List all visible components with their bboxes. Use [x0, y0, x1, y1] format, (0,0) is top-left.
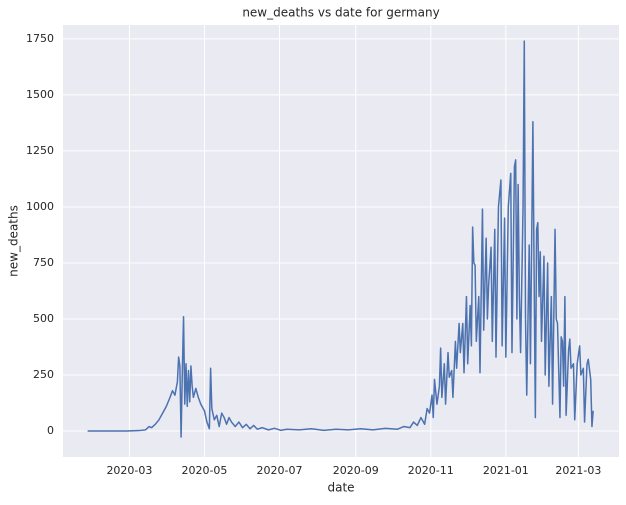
y-tick-label: 1500	[26, 88, 54, 101]
y-tick-label: 1250	[26, 144, 54, 157]
x-tick-label: 2021-01	[483, 464, 529, 477]
y-tick-label: 0	[47, 424, 54, 437]
data-line	[87, 40, 594, 438]
x-tick-label: 2020-05	[181, 464, 227, 477]
x-axis-label: date	[327, 481, 354, 495]
x-tick-label: 2020-07	[257, 464, 303, 477]
y-tick-label: 250	[33, 368, 54, 381]
x-tick-label: 2020-09	[333, 464, 379, 477]
y-tick-label: 1750	[26, 32, 54, 45]
y-tick-label: 500	[33, 312, 54, 325]
chart-title: new_deaths vs date for germany	[242, 6, 439, 20]
x-tick-label: 2020-03	[106, 464, 152, 477]
x-tick-label: 2020-11	[408, 464, 454, 477]
y-tick-label: 750	[33, 256, 54, 269]
x-tick-label: 2021-03	[555, 464, 601, 477]
y-axis-label: new_deaths	[7, 205, 21, 277]
y-tick-label: 1000	[26, 200, 54, 213]
